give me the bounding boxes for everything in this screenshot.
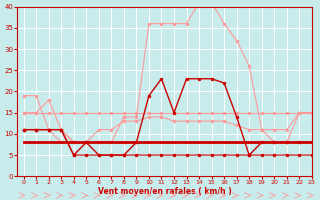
X-axis label: Vent moyen/en rafales ( km/h ): Vent moyen/en rafales ( km/h ) (98, 187, 231, 196)
